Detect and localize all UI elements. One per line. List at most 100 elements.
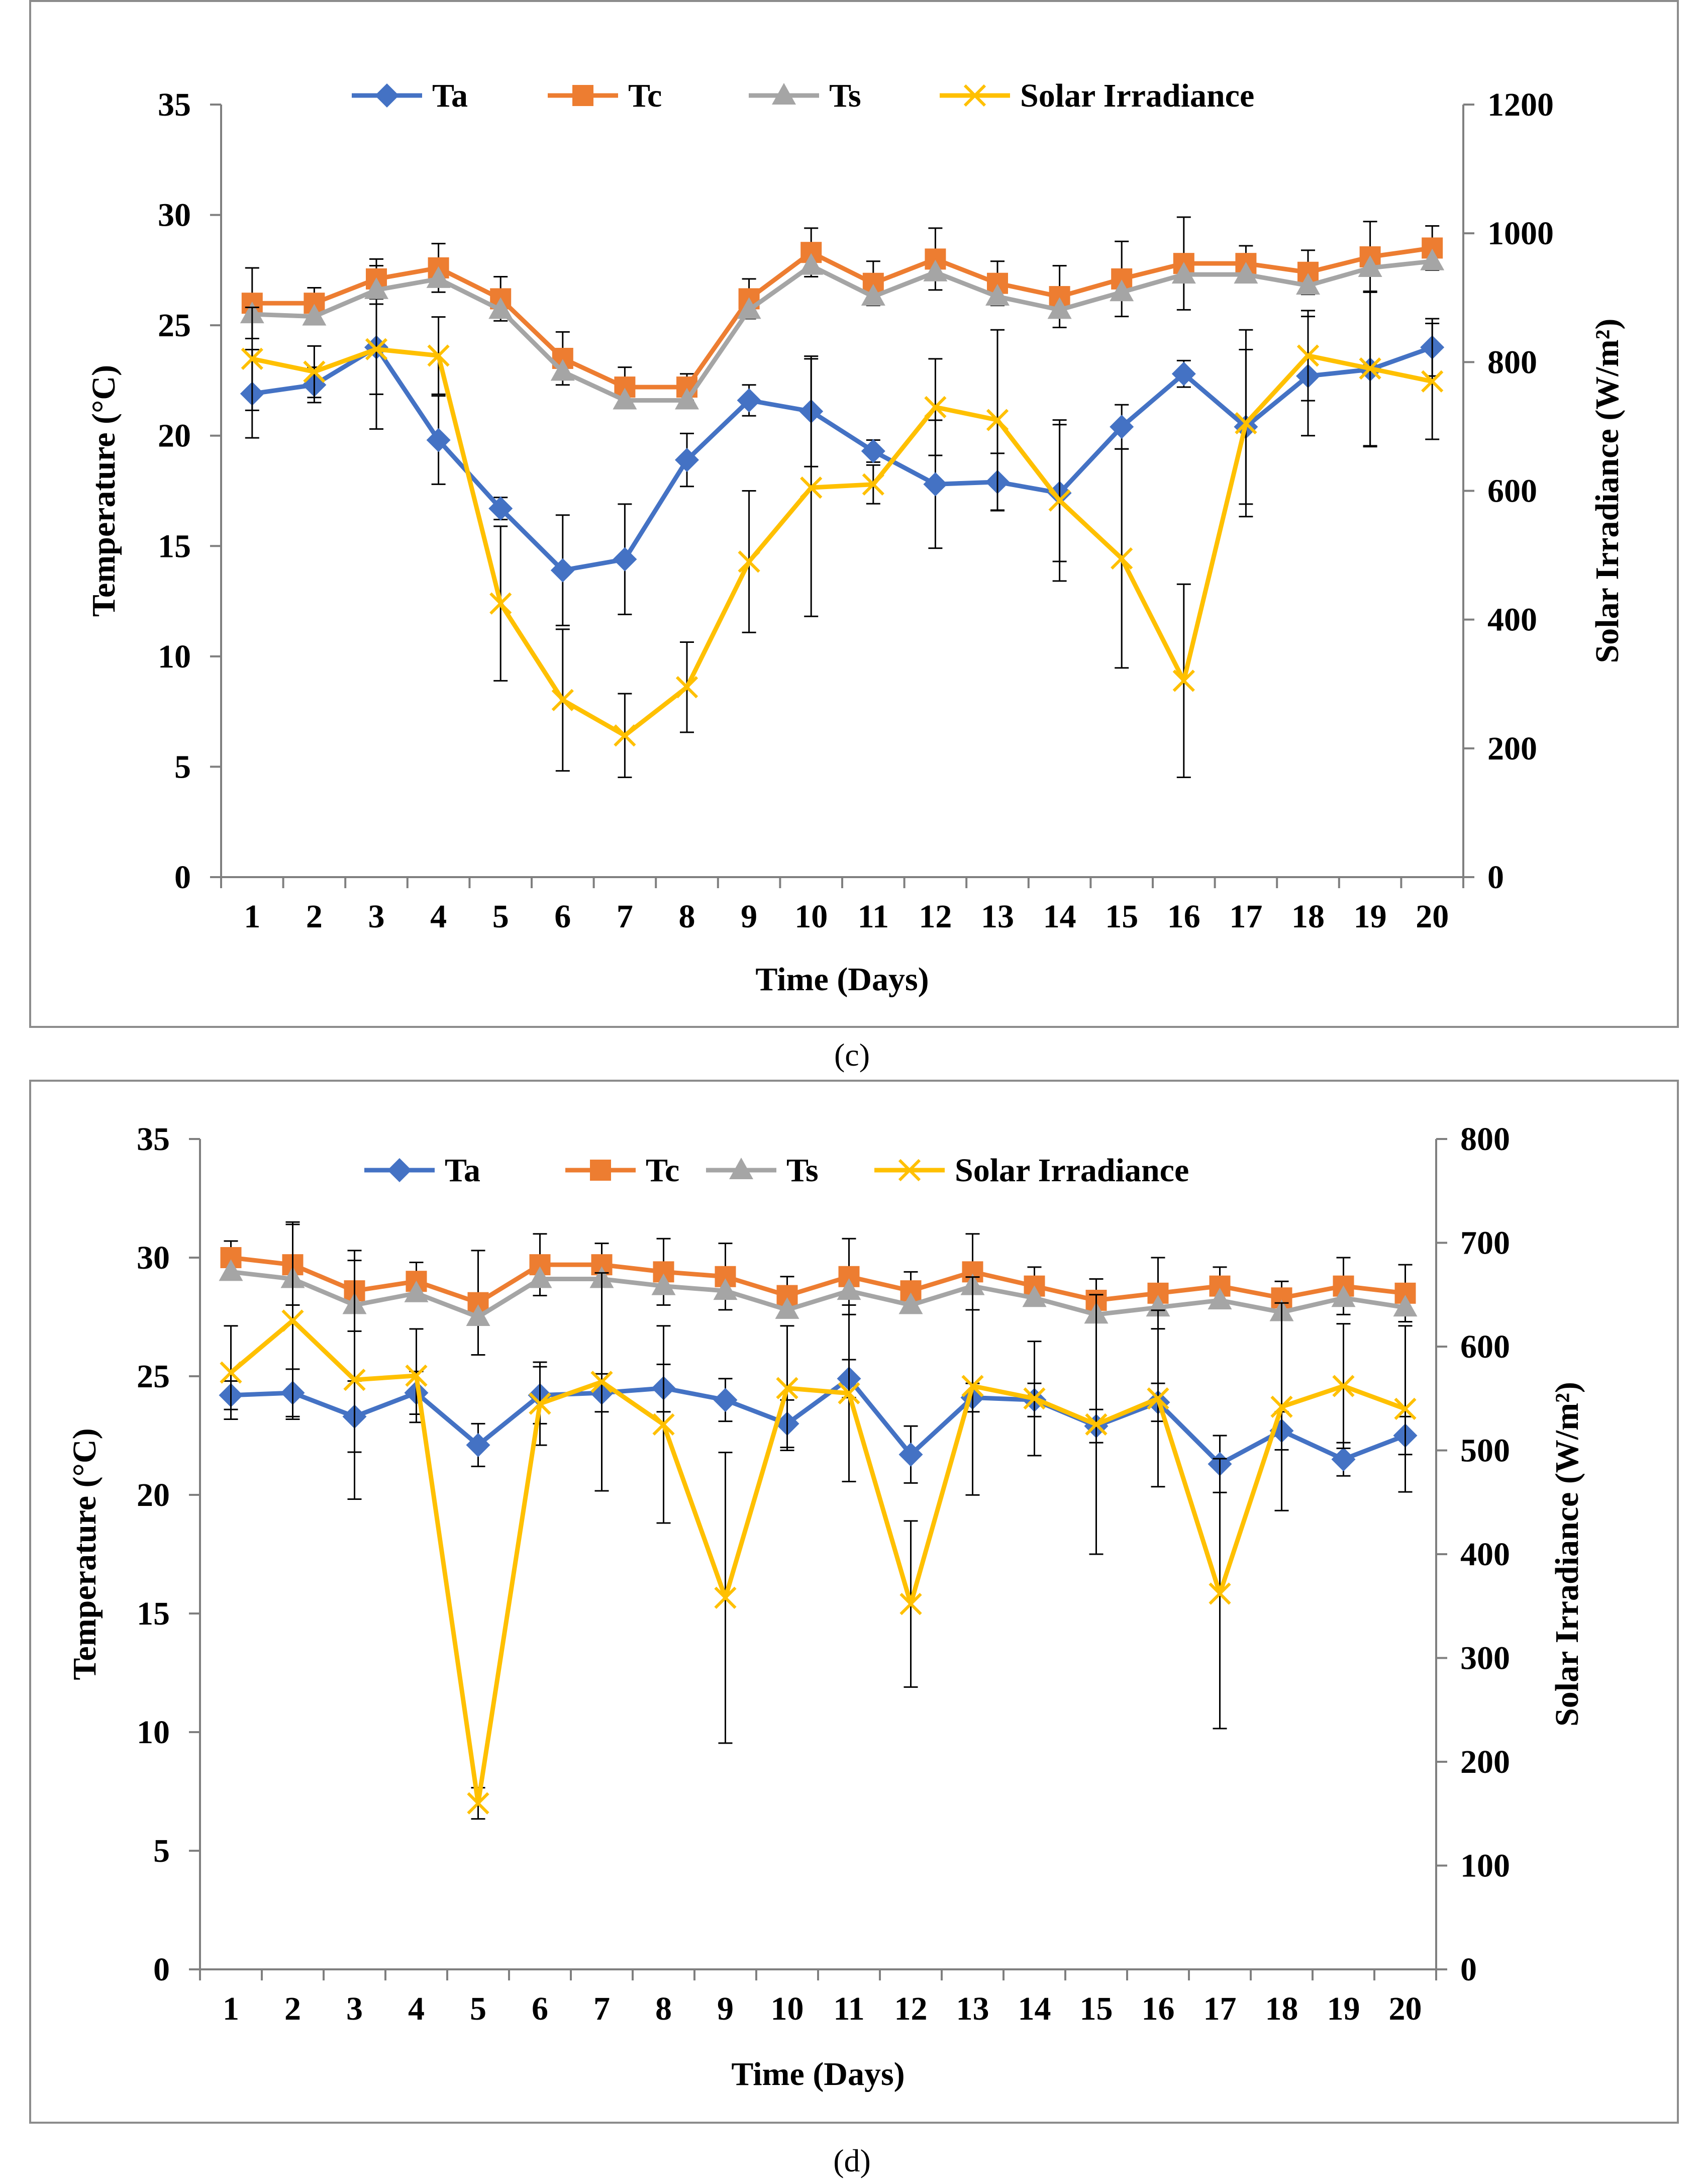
d-y-tick-label: 0 bbox=[153, 1951, 170, 1988]
d-x-tick-label: 14 bbox=[1018, 1990, 1051, 2027]
c-ta-point bbox=[426, 428, 451, 452]
d-x-tick-label: 15 bbox=[1080, 1990, 1113, 2027]
d-y2-tick-label: 100 bbox=[1460, 1848, 1510, 1884]
c-x-tick-label: 8 bbox=[679, 898, 695, 935]
d-solar-irradiance-point bbox=[220, 1361, 242, 1384]
c-x-tick-label: 5 bbox=[492, 898, 509, 935]
d-x-tick-label: 19 bbox=[1327, 1990, 1360, 2027]
c-ts-point bbox=[550, 359, 575, 381]
c-ts-point bbox=[1358, 255, 1382, 277]
d-ts-point bbox=[1393, 1295, 1418, 1317]
d-ts-point bbox=[1022, 1285, 1047, 1307]
d-x-tick-label: 8 bbox=[655, 1990, 672, 2027]
c-x-tick-label: 20 bbox=[1416, 898, 1449, 935]
c-legend-solar-irradiance: Solar Irradiance bbox=[940, 77, 1254, 114]
d-solar-irradiance-point bbox=[405, 1364, 428, 1387]
d-ta-point bbox=[466, 1433, 490, 1457]
d-ta-point bbox=[898, 1442, 923, 1467]
c-ts-point bbox=[1296, 273, 1320, 295]
d-y-tick-label: 35 bbox=[137, 1121, 170, 1158]
c-ta-point bbox=[488, 496, 513, 521]
d-y2-tick-label: 600 bbox=[1460, 1328, 1510, 1365]
d-y-tick-label: 25 bbox=[137, 1358, 170, 1395]
c-y2-tick-label: 400 bbox=[1487, 602, 1537, 638]
c-series-ta bbox=[240, 265, 1445, 626]
c-ta-point bbox=[1171, 361, 1196, 386]
c-solar-irradiance-point bbox=[1421, 370, 1444, 393]
c-x-tick-label: 1 bbox=[244, 898, 260, 935]
d-solar-irradiance-point bbox=[1023, 1387, 1046, 1410]
c-legend-solar-irradiance-label: Solar Irradiance bbox=[1020, 77, 1254, 114]
c-solar-irradiance-point bbox=[241, 347, 263, 370]
d-y2-tick-label: 800 bbox=[1460, 1121, 1510, 1158]
d-ts-point bbox=[466, 1304, 490, 1326]
c-x-tick-label: 14 bbox=[1043, 898, 1076, 935]
c-x-tick-label: 17 bbox=[1229, 898, 1262, 935]
c-ts-line bbox=[252, 259, 1433, 403]
d-solar-irradiance-point bbox=[590, 1371, 613, 1393]
d-y2-tick-label: 0 bbox=[1460, 1951, 1477, 1988]
d-series-tc bbox=[220, 1223, 1416, 1356]
d-x-tick-label: 1 bbox=[223, 1990, 239, 2027]
c-solar-irradiance-point bbox=[365, 338, 388, 360]
d-ts-point bbox=[528, 1266, 552, 1288]
d-y2-tick-label: 200 bbox=[1460, 1744, 1510, 1780]
c-legend-ts-label: Ts bbox=[829, 77, 861, 114]
c-solar-irradiance-point bbox=[738, 550, 760, 573]
d-y-tick-label: 15 bbox=[137, 1595, 170, 1632]
c-x-tick-label: 2 bbox=[306, 898, 323, 935]
c-y-tick-label: 25 bbox=[158, 307, 191, 344]
c-legend-ts-marker bbox=[772, 83, 796, 105]
d-ts-line bbox=[230, 1269, 1406, 1319]
c-y2-axis-title: Solar Irradiance (W/m²) bbox=[1589, 319, 1626, 663]
c-solar-irradiance-line bbox=[251, 347, 1433, 738]
c-ts-point bbox=[426, 266, 451, 288]
c-solar-irradiance-point bbox=[862, 473, 884, 496]
d-solar-irradiance-point bbox=[1270, 1395, 1293, 1418]
c-ts-point bbox=[1171, 262, 1196, 284]
c-legend-tc: Tc bbox=[548, 77, 662, 114]
d-y2-tick-label: 400 bbox=[1460, 1536, 1510, 1573]
c-ta-point bbox=[1110, 415, 1134, 439]
c-x-tick-label: 13 bbox=[981, 898, 1014, 935]
c-y-tick-label: 30 bbox=[158, 197, 191, 234]
c-x-tick-label: 12 bbox=[919, 898, 952, 935]
c-ts-point bbox=[302, 304, 327, 326]
d-solar-irradiance-point bbox=[467, 1792, 489, 1815]
d-x-tick-label: 4 bbox=[408, 1990, 425, 2027]
d-y2-tick-label: 300 bbox=[1460, 1640, 1510, 1677]
c-ts-point bbox=[1234, 262, 1258, 284]
d-legend-tc-label: Tc bbox=[646, 1152, 679, 1189]
c-y-tick-label: 20 bbox=[158, 418, 191, 454]
d-y-tick-label: 30 bbox=[137, 1240, 170, 1276]
d-x-tick-label: 9 bbox=[717, 1990, 734, 2027]
c-x-tick-label: 6 bbox=[554, 898, 571, 935]
d-series-ta bbox=[219, 1359, 1418, 1493]
d-x-tick-label: 20 bbox=[1389, 1990, 1422, 2027]
d-ts-point bbox=[837, 1278, 861, 1300]
d-legend-solar-irradiance-marker bbox=[898, 1159, 921, 1182]
c-ts-point bbox=[861, 284, 885, 306]
c-x-tick-label: 16 bbox=[1167, 898, 1200, 935]
c-x-axis-title: Time (Days) bbox=[755, 961, 929, 998]
d-solar-irradiance-point bbox=[899, 1592, 922, 1616]
d-ts-point bbox=[1208, 1287, 1232, 1309]
d-legend-tc-marker bbox=[590, 1160, 611, 1181]
c-x-tick-label: 9 bbox=[741, 898, 757, 935]
c-y-axis-title: Temperature (°C) bbox=[85, 365, 122, 617]
c-ta-point bbox=[737, 388, 761, 413]
d-y-axis-title: Temperature (°C) bbox=[66, 1428, 103, 1680]
c-x-tick-label: 10 bbox=[794, 898, 828, 935]
c-ts-point bbox=[799, 253, 824, 275]
c-ts-point bbox=[985, 284, 1010, 306]
d-legend-ta-marker bbox=[387, 1158, 412, 1182]
d-solar-irradiance-line bbox=[229, 1318, 1407, 1806]
d-ts-point bbox=[219, 1259, 243, 1281]
c-ts-point bbox=[737, 297, 761, 319]
c-ts-point bbox=[364, 277, 388, 299]
d-y2-axis-title: Solar Irradiance (W/m²) bbox=[1549, 1382, 1585, 1727]
d-solar-irradiance-point bbox=[652, 1413, 675, 1436]
c-y-tick-label: 15 bbox=[158, 528, 191, 564]
d-solar-irradiance-point bbox=[529, 1392, 551, 1415]
